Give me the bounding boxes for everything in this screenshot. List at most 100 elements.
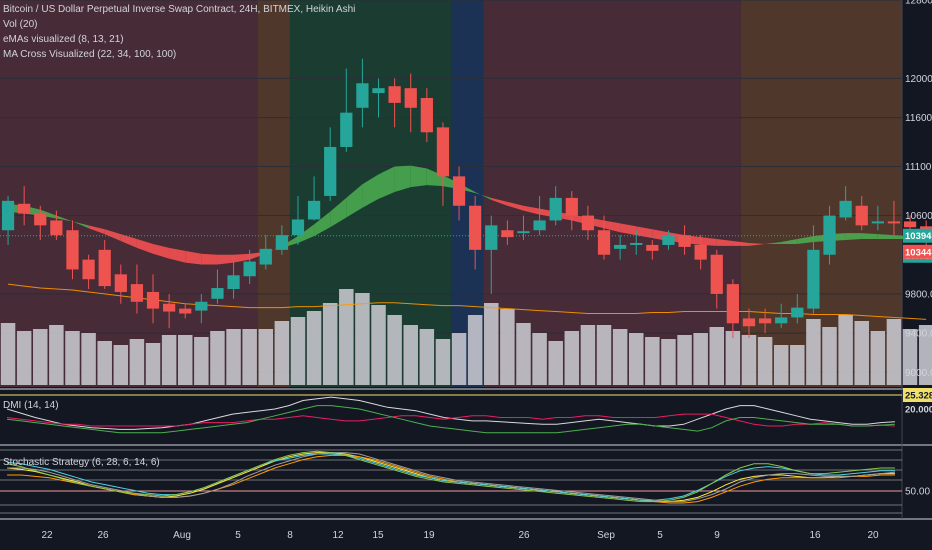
candle[interactable] (823, 205, 836, 265)
candle[interactable] (356, 58, 369, 128)
candle[interactable] (501, 220, 514, 245)
legend-stochastic[interactable]: Stochastic Strategy (6, 28, 6, 14, 6) (3, 457, 160, 468)
candle[interactable] (533, 195, 546, 236)
candlesticks[interactable] (1, 58, 932, 339)
candle-body (436, 127, 450, 177)
candle[interactable] (227, 254, 240, 299)
candle[interactable] (34, 205, 47, 241)
candle[interactable] (243, 249, 256, 285)
volume-bar (500, 309, 515, 385)
candle[interactable] (324, 127, 337, 201)
candle-body (227, 275, 240, 290)
volume-bar (65, 331, 80, 385)
candle[interactable] (581, 205, 595, 241)
legend-volume[interactable]: Vol (20) (3, 19, 37, 30)
candle[interactable] (758, 308, 772, 334)
candle[interactable] (275, 225, 288, 255)
candle[interactable] (839, 186, 852, 221)
ema-band-segment (104, 229, 121, 242)
volume-bar (612, 329, 628, 385)
candle[interactable] (195, 293, 208, 324)
time-tick-label: Aug (173, 530, 191, 541)
candle[interactable] (646, 240, 659, 260)
candle[interactable] (614, 235, 627, 260)
candle[interactable] (517, 215, 530, 241)
dmi-tag-text: 20.0000 (905, 405, 932, 416)
candle[interactable] (871, 205, 884, 231)
legend-main-title[interactable]: Bitcoin / US Dollar Perpetual Inverse Sw… (3, 4, 355, 15)
candle[interactable] (452, 166, 466, 221)
candle[interactable] (114, 264, 127, 304)
candle[interactable] (485, 215, 498, 294)
candle[interactable] (372, 78, 385, 118)
candle[interactable] (791, 293, 804, 324)
candle[interactable] (163, 293, 176, 329)
price-tag-bg (903, 228, 932, 243)
candle[interactable] (82, 254, 95, 290)
candle[interactable] (436, 122, 450, 206)
candle-body (324, 146, 337, 196)
candle[interactable] (726, 279, 739, 339)
candle[interactable] (469, 195, 482, 270)
candle[interactable] (710, 249, 723, 309)
candle-body (114, 274, 127, 292)
volume-bar (33, 329, 48, 385)
volume-bar (97, 341, 112, 385)
candle[interactable] (549, 186, 562, 226)
candle[interactable] (18, 186, 31, 226)
candle[interactable] (630, 230, 643, 255)
ema-band-segment (491, 197, 508, 206)
legend-emas[interactable]: eMAs visualized (8, 13, 21) (3, 34, 124, 45)
ema-band-segment (233, 253, 250, 263)
volume-bar (387, 315, 402, 385)
candle[interactable] (597, 215, 611, 260)
stoch-series-3 (7, 452, 896, 503)
candle[interactable] (291, 195, 305, 245)
candle[interactable] (565, 191, 578, 231)
candle[interactable] (211, 269, 224, 304)
candle[interactable] (662, 230, 675, 250)
candle[interactable] (742, 308, 756, 339)
time-axis[interactable]: 22 26 Aug 5 8 12 15 19 26 Sep 5 9 16 20 (41, 530, 879, 541)
time-tick-label: 26 (97, 530, 109, 541)
dmi-pane[interactable] (6, 396, 895, 434)
candle[interactable] (307, 176, 321, 221)
candle[interactable] (130, 264, 144, 314)
candle[interactable] (98, 240, 111, 290)
candle-body (565, 197, 578, 216)
ema-band-segment (56, 215, 73, 222)
candle[interactable] (1, 195, 15, 245)
ema-band-segment (523, 205, 540, 215)
candle[interactable] (807, 225, 820, 314)
candle[interactable] (259, 235, 272, 270)
candle[interactable] (678, 225, 691, 255)
candle[interactable] (388, 78, 401, 128)
volume-bar (790, 345, 805, 385)
candle[interactable] (340, 68, 353, 152)
candle[interactable] (146, 274, 160, 324)
candle[interactable] (887, 200, 901, 236)
ma-line-path (7, 283, 927, 320)
candle[interactable] (775, 303, 788, 329)
candle-body (130, 284, 144, 302)
price-overlay-line (0, 235, 902, 396)
candle[interactable] (66, 220, 79, 280)
volume-bar (194, 337, 209, 385)
time-tick-label: 22 (41, 530, 53, 541)
legend-dmi[interactable]: DMI (14, 14) (3, 400, 59, 411)
ema-band-segment (604, 220, 621, 233)
legend-ma-cross[interactable]: MA Cross Visualized (22, 34, 100, 100) (3, 49, 176, 60)
candle[interactable] (179, 303, 192, 319)
candle[interactable] (420, 88, 433, 143)
candle-body (710, 254, 723, 294)
stochastic-pane[interactable] (0, 449, 902, 514)
candle[interactable] (404, 73, 417, 133)
price-axis[interactable]: 12800.0 12000.0 11600.0 11100.0 10600.0 9800.… (903, 0, 932, 498)
candle-body (823, 215, 836, 255)
dmi-tag-bg (903, 388, 932, 402)
candle[interactable] (694, 235, 707, 270)
candle[interactable] (855, 195, 868, 231)
candle[interactable] (50, 210, 63, 241)
ema-band-segment (636, 226, 653, 239)
